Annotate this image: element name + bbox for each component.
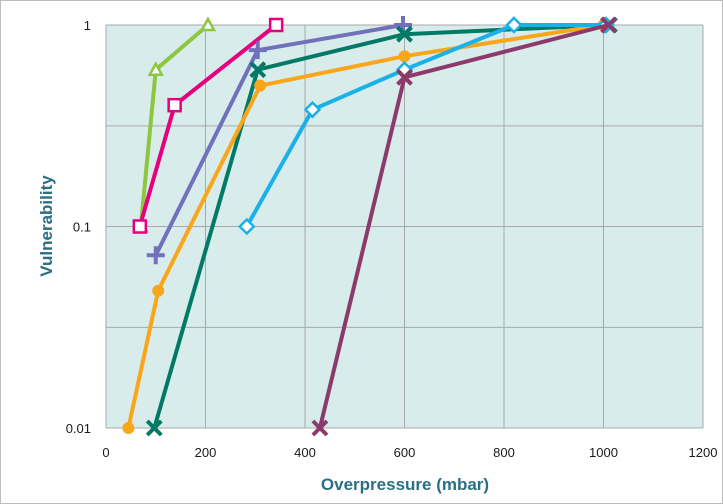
- x-tick-label-4: 800: [493, 445, 515, 460]
- series-group: [122, 16, 618, 437]
- grid: [105, 24, 704, 429]
- series-2-point-1: [248, 41, 267, 60]
- series-4-point-0: [122, 422, 135, 434]
- x-tick-label-3: 600: [394, 445, 416, 460]
- series-2: [146, 16, 413, 265]
- x-tick-label-5: 1000: [589, 445, 618, 460]
- series-3-point-1: [249, 61, 267, 79]
- y-tick-label-2: 1: [84, 18, 91, 33]
- y-axis-title: Vulnerability: [37, 175, 56, 277]
- series-5-point-3: [505, 16, 523, 34]
- series-6-point-1: [396, 68, 413, 86]
- series-5-point-0: [238, 217, 256, 236]
- series-6: [311, 16, 617, 437]
- series-2-point-0: [146, 246, 165, 265]
- series-4-point-3: [398, 50, 411, 63]
- series-3-point-2: [396, 25, 413, 43]
- x-tick-label-6: 1200: [689, 445, 718, 460]
- y-tick-label-0: 0.01: [66, 421, 91, 436]
- series-1: [132, 17, 284, 234]
- series-5-point-1: [303, 100, 322, 119]
- series-1-point-1: [167, 97, 182, 113]
- series-6-point-0: [311, 419, 329, 437]
- x-tick-label-2: 400: [294, 445, 316, 460]
- series-0-point-1: [147, 61, 164, 76]
- series-4-point-2: [254, 79, 267, 92]
- x-tick-label-0: 0: [102, 445, 109, 460]
- series-0-point-2: [199, 16, 217, 32]
- series-4-point-1: [152, 284, 165, 297]
- y-tick-labels: 0.01 0.1 1: [66, 18, 91, 436]
- x-axis-title: Overpressure (mbar): [321, 475, 489, 494]
- x-tick-label-1: 200: [195, 445, 217, 460]
- series-1-point-0: [132, 219, 148, 234]
- series-3-point-0: [145, 419, 163, 437]
- series-6-point-2: [600, 16, 617, 34]
- series-1-point-2: [268, 17, 284, 33]
- y-tick-label-1: 0.1: [73, 220, 91, 235]
- x-tick-labels: 0 200 400 600 800 1000 1200: [102, 445, 717, 460]
